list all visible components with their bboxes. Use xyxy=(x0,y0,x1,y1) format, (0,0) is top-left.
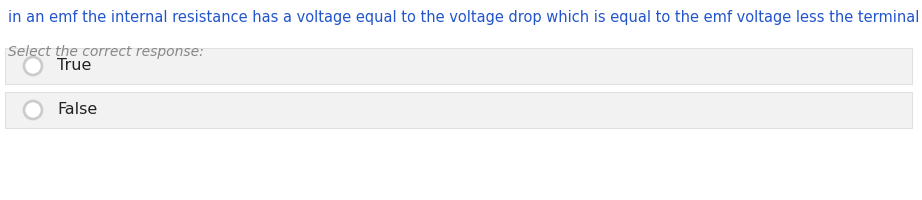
Text: Select the correct response:: Select the correct response: xyxy=(8,45,204,59)
Text: True: True xyxy=(57,58,91,73)
FancyBboxPatch shape xyxy=(5,48,912,84)
Text: False: False xyxy=(57,102,97,117)
Text: in an emf the internal resistance has a voltage equal to the voltage drop which : in an emf the internal resistance has a … xyxy=(8,10,922,25)
FancyBboxPatch shape xyxy=(5,92,912,128)
Circle shape xyxy=(24,57,42,75)
Circle shape xyxy=(24,101,42,119)
